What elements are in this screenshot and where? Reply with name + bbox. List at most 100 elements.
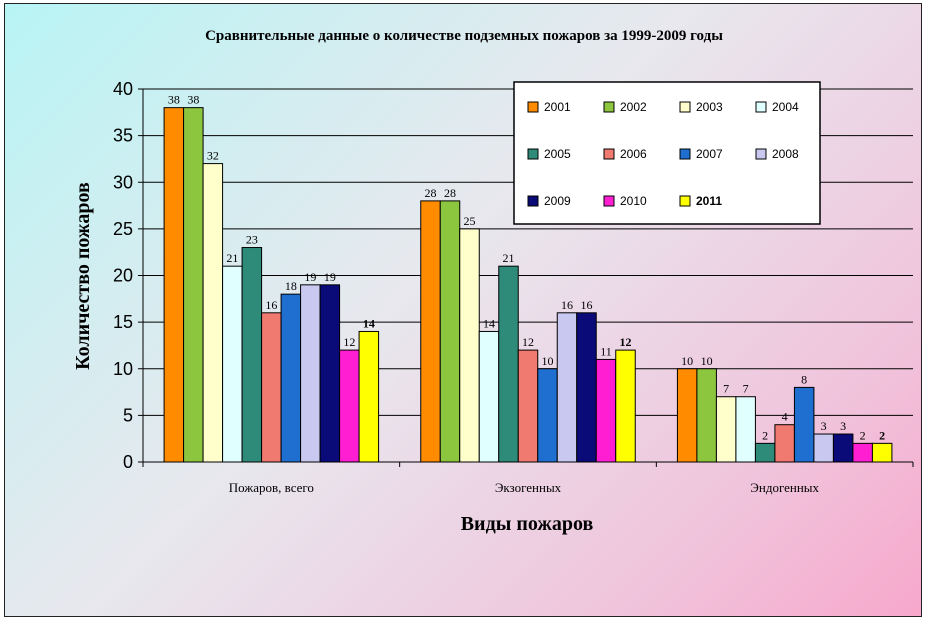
bar [241,247,263,463]
legend-entry: 2006 [620,147,647,161]
data-label: 3 [821,419,827,433]
bar [300,284,321,463]
bar [222,265,243,463]
data-label: 14 [363,316,375,330]
legend-swatch [603,101,615,113]
legend-entry: 2001 [544,100,571,114]
data-label: 25 [464,214,476,228]
bar [339,349,360,463]
data-label: 10 [681,354,693,368]
legend-entry: 2002 [620,100,647,114]
category-label: Пожаров, всего [229,480,314,495]
category-label: Эндогенных [750,480,819,495]
legend-entry: 2005 [544,147,571,161]
y-tick-label: 5 [123,405,133,425]
y-tick-label: 15 [113,312,133,332]
data-label: 12 [620,335,632,349]
bar [202,163,224,463]
bar [498,265,519,463]
bar [183,107,204,463]
legend-entry: 2008 [772,147,799,161]
y-tick-label: 30 [113,172,133,192]
bar [358,330,380,463]
bar [439,200,461,463]
bar [420,200,441,463]
bar [478,330,500,463]
data-label: 3 [840,419,846,433]
y-tick-label: 10 [113,359,133,379]
legend-swatch [603,148,615,160]
bar [696,368,717,463]
data-label: 10 [701,354,713,368]
data-label: 11 [600,344,612,358]
bar [537,368,558,463]
y-tick-label: 40 [113,79,133,99]
data-label: 21 [226,251,238,265]
data-label: 4 [782,410,788,424]
chart-title: Сравнительные данные о количестве подзем… [205,28,723,44]
data-label: 2 [879,428,885,442]
bar [615,349,636,463]
bar [517,349,539,463]
bar [556,312,578,463]
legend-swatch [679,195,691,207]
category-label: Экзогенных [495,480,562,495]
bar [459,228,480,463]
data-label: 16 [265,298,277,312]
bar [871,442,893,463]
data-label: 2 [860,428,866,442]
data-label: 32 [207,149,219,163]
y-axis-title: Количество пожаров [72,182,94,370]
data-label: 12 [522,335,534,349]
x-axis-title: Виды пожаров [461,513,594,535]
bar [774,424,795,463]
bar [813,433,834,463]
bar [754,442,776,463]
bar [595,358,617,463]
legend-entry: 2004 [772,100,799,114]
data-label: 28 [444,186,456,200]
data-label: 14 [483,316,495,330]
data-label: 12 [343,335,355,349]
legend-swatch [755,101,767,113]
legend-swatch [527,148,539,160]
bar [793,386,815,463]
legend-swatch [527,195,539,207]
data-label: 19 [304,270,316,284]
bar [852,442,873,463]
legend-entry: 2011 [696,194,722,208]
legend-entry: 2009 [544,194,571,208]
data-label: 2 [762,428,768,442]
data-label: 18 [285,279,297,293]
data-label: 23 [246,233,258,247]
y-tick-label: 35 [113,126,133,146]
legend-swatch [603,195,615,207]
data-label: 16 [581,298,593,312]
y-tick-label: 20 [113,266,133,286]
legend-swatch [679,148,691,160]
data-label: 28 [425,186,437,200]
data-label: 21 [503,251,515,265]
bar [280,293,302,463]
legend-entry: 2003 [696,100,723,114]
bar [715,396,737,463]
legend-swatch [755,148,767,160]
legend-swatch [679,101,691,113]
bar [676,368,698,463]
legend-swatch [527,101,539,113]
bar [261,312,282,463]
legend-entry: 2010 [620,194,647,208]
data-label: 16 [561,298,573,312]
data-label: 10 [542,354,554,368]
bar [832,433,854,463]
data-label: 7 [723,382,729,396]
bar [735,396,756,463]
data-label: 19 [324,270,336,284]
bar [163,107,185,463]
data-label: 8 [801,372,807,386]
legend [513,81,821,225]
bar [576,312,597,463]
data-label: 38 [187,93,199,107]
data-label: 7 [743,382,749,396]
